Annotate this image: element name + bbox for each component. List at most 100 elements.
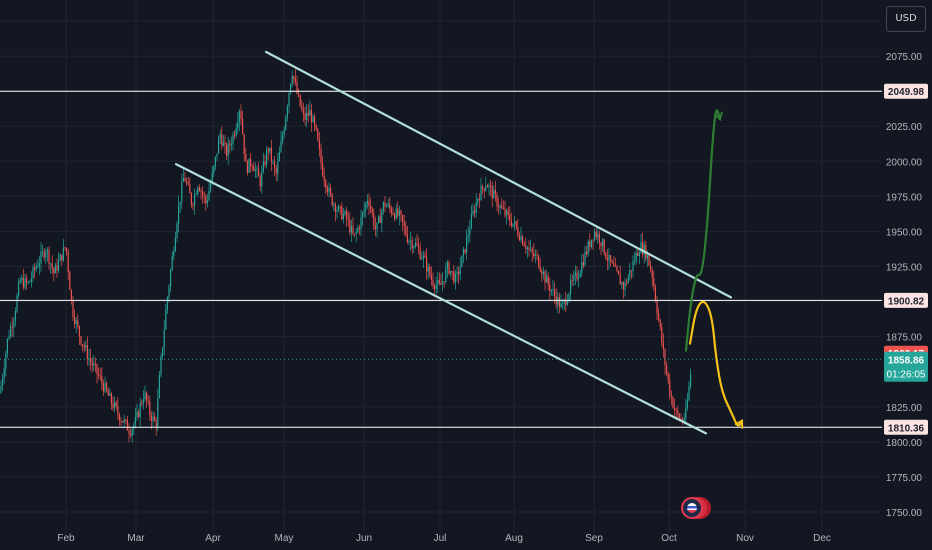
candle-body	[133, 424, 135, 429]
candle-body	[200, 190, 202, 192]
candle-body	[354, 233, 356, 235]
candle-body	[336, 210, 338, 213]
candle-body	[533, 252, 535, 257]
candle-body	[646, 255, 648, 259]
candle-body	[443, 281, 445, 283]
candle-body	[232, 134, 234, 145]
candle-body	[571, 280, 573, 282]
time-axis[interactable]: Feb Mar Apr May Jun Jul Aug Sep Oct Nov Dec	[57, 533, 831, 544]
candle-body	[93, 363, 95, 366]
candle-body	[112, 403, 114, 409]
candle-body	[546, 276, 548, 283]
candle-body	[547, 276, 549, 285]
candle-body	[442, 281, 444, 285]
candle-body	[30, 278, 32, 282]
candle-body	[194, 193, 196, 206]
candle-body	[672, 397, 674, 408]
projection-bearish-path	[688, 300, 744, 427]
candle-body	[429, 266, 431, 276]
candle-body	[386, 205, 388, 207]
candle-body	[379, 216, 381, 223]
candle-body	[389, 203, 391, 208]
candle-body	[566, 300, 568, 305]
candle-body	[198, 187, 200, 191]
candle-body	[43, 251, 45, 258]
candle-body	[611, 261, 613, 263]
candle-body	[322, 162, 324, 176]
candle-body	[461, 255, 463, 267]
candle-body	[450, 270, 452, 274]
candle-body	[507, 210, 509, 215]
candle-body	[114, 402, 116, 409]
candle-body	[70, 290, 72, 301]
candle-body	[251, 166, 253, 168]
candle-body	[565, 299, 567, 305]
candle-body	[262, 161, 264, 172]
candle-body	[685, 407, 687, 419]
candle-body	[438, 280, 440, 284]
candle-body	[178, 204, 180, 224]
candle-body	[437, 280, 439, 285]
candle-body	[291, 76, 293, 85]
trend-channel	[174, 50, 733, 435]
candle-body	[576, 272, 578, 280]
candle-body	[227, 143, 229, 157]
candle-body	[285, 116, 287, 130]
candle-body	[674, 407, 676, 410]
candle-body	[581, 262, 583, 273]
candle-body	[480, 185, 482, 201]
candle-body	[658, 313, 660, 320]
candle-body	[338, 206, 340, 211]
candle-body	[136, 411, 138, 417]
candle-body	[266, 149, 268, 165]
candle-body	[130, 433, 132, 436]
candle-body	[5, 353, 7, 369]
candle-body	[144, 392, 146, 400]
level-tag-1810.36-bg	[884, 419, 928, 435]
candle-body	[419, 248, 421, 259]
candle-body	[349, 219, 351, 233]
x-tick-label: Aug	[505, 533, 523, 544]
candle-body	[226, 144, 228, 157]
candle-body	[118, 413, 120, 421]
candle-body	[400, 210, 402, 215]
candle-body	[315, 124, 317, 130]
candle-body	[219, 133, 221, 139]
candle-body	[312, 116, 314, 123]
candle-body	[624, 282, 626, 290]
candle-body	[598, 234, 600, 243]
candle-body	[635, 252, 637, 262]
candle-body	[634, 261, 636, 263]
candle-body	[115, 402, 117, 407]
candle-body	[627, 276, 629, 284]
candle-body	[498, 206, 500, 208]
candle-body	[18, 282, 20, 296]
candle-body	[418, 245, 420, 249]
candle-body	[245, 154, 247, 162]
currency-button[interactable]: USD	[886, 6, 926, 32]
y-tick-label: 2025.00	[886, 122, 923, 133]
candle-body	[514, 221, 516, 224]
candle-body	[206, 200, 208, 204]
candle-body	[134, 416, 136, 425]
x-tick-label: Mar	[127, 533, 145, 544]
candle-body	[525, 246, 527, 250]
candle-body	[560, 303, 562, 308]
candle-body	[277, 161, 279, 174]
candle-body	[656, 300, 658, 314]
y-tick-label: 1750.00	[886, 508, 923, 519]
candle-body	[454, 273, 456, 283]
candle-body	[496, 194, 498, 207]
candle-body	[432, 279, 434, 286]
candle-body	[506, 210, 508, 216]
candle-body	[181, 181, 183, 202]
candle-body	[416, 242, 418, 246]
candle-body	[483, 188, 485, 191]
candle-body	[85, 345, 87, 348]
candle-body	[504, 208, 506, 216]
us-economic-event-icon[interactable]	[681, 497, 711, 521]
candle-body	[403, 222, 405, 227]
candle-body	[110, 393, 112, 404]
candle-body	[62, 247, 64, 261]
